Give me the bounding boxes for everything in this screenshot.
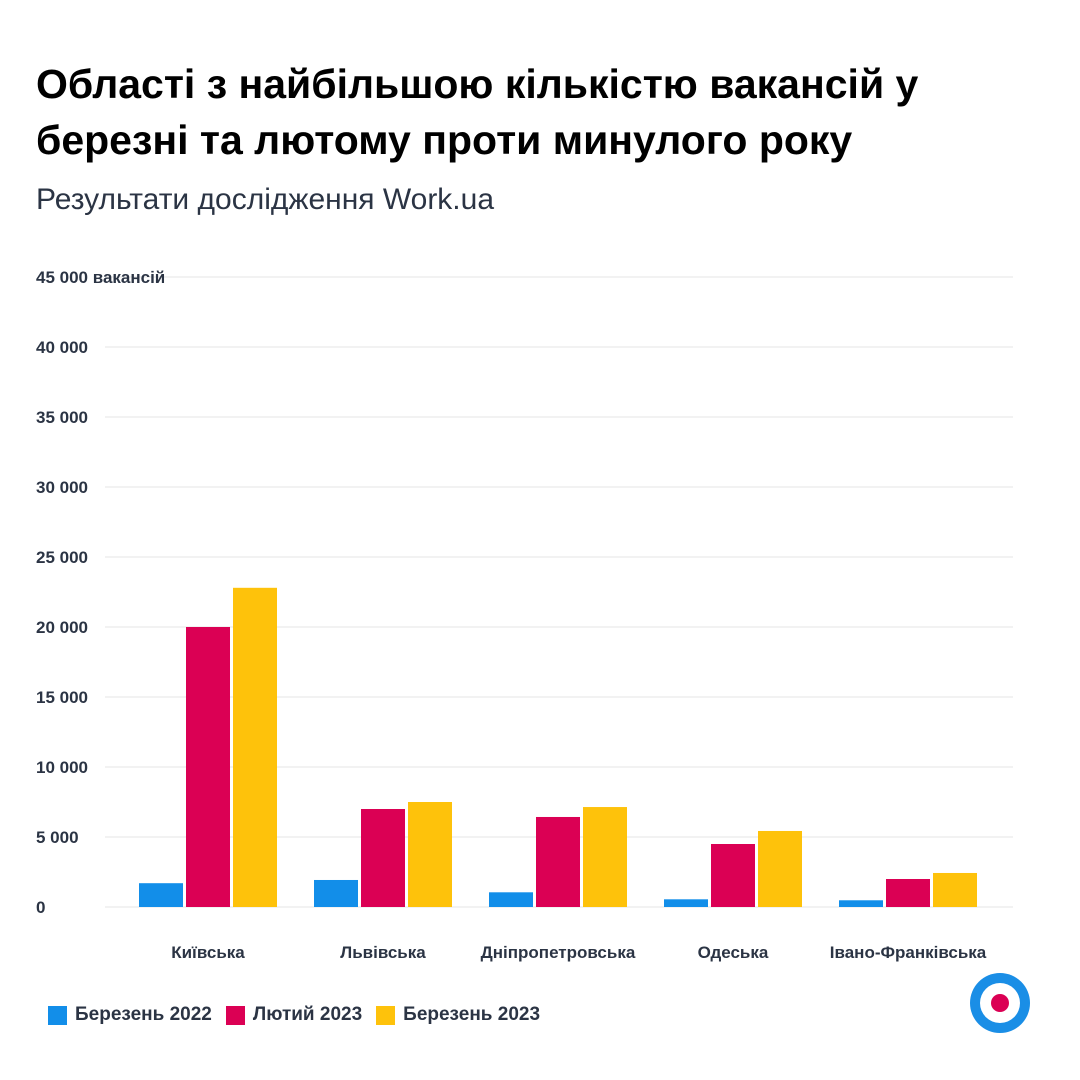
legend-label: Березень 2022 — [75, 1004, 212, 1025]
x-tick-label: Київська — [171, 943, 245, 962]
bar-3-4 — [758, 830, 802, 907]
y-tick-label: 0 — [36, 898, 45, 917]
bar-3-2 — [408, 802, 452, 907]
bar-3-1 — [233, 587, 277, 907]
bar-2-5 — [886, 879, 930, 907]
bar-1-3 — [489, 892, 533, 907]
legend-label: Березень 2023 — [403, 1004, 541, 1025]
legend-swatch — [225, 1005, 245, 1025]
x-tick-label: Одеська — [698, 943, 769, 962]
legend-item: Березень 2022 — [48, 1004, 212, 1026]
y-tick-label: 15 000 — [36, 688, 88, 707]
work-ua-logo — [970, 973, 1030, 1033]
legend-label: Лютий 2023 — [252, 1004, 363, 1025]
legend-swatch — [48, 1005, 67, 1025]
y-tick-label: 5 000 — [36, 828, 79, 847]
y-tick-label: 35 000 — [36, 408, 88, 427]
bar-2-3 — [536, 816, 580, 907]
legend-swatch — [376, 1005, 396, 1025]
y-tick-label: 30 000 — [36, 478, 88, 497]
legend: Березень 2022 Лютий 2023 Березень 2023 — [48, 1004, 540, 1026]
legend-item: Лютий 2023 — [225, 1004, 363, 1026]
x-tick-label: Івано-Франківська — [830, 943, 987, 962]
bar-2-2 — [361, 809, 405, 907]
y-tick-label: 10 000 — [36, 758, 88, 777]
bar-2-1 — [186, 627, 230, 907]
bar-1-4 — [664, 899, 708, 907]
bar-1-1 — [139, 883, 183, 907]
bar-1-5 — [839, 900, 883, 907]
y-tick-label: 20 000 — [36, 618, 88, 637]
bar-2-4 — [711, 844, 755, 907]
x-tick-label: Дніпропетровська — [481, 943, 636, 962]
legend-item: Березень 2023 — [376, 1004, 540, 1026]
y-tick-label: 40 000 — [36, 338, 88, 357]
y-tick-label: 25 000 — [36, 548, 88, 567]
bar-3-5 — [933, 872, 977, 907]
y-tick-label: 45 000 вакансій — [36, 268, 165, 287]
bar-1-2 — [314, 879, 358, 907]
chart-title: Області з найбільшою кількістю вакансій … — [36, 61, 919, 163]
x-tick-label: Львівська — [340, 943, 426, 962]
chart-subtitle: Результати дослідження Work.ua — [36, 183, 495, 216]
bar-3-3 — [583, 807, 627, 907]
